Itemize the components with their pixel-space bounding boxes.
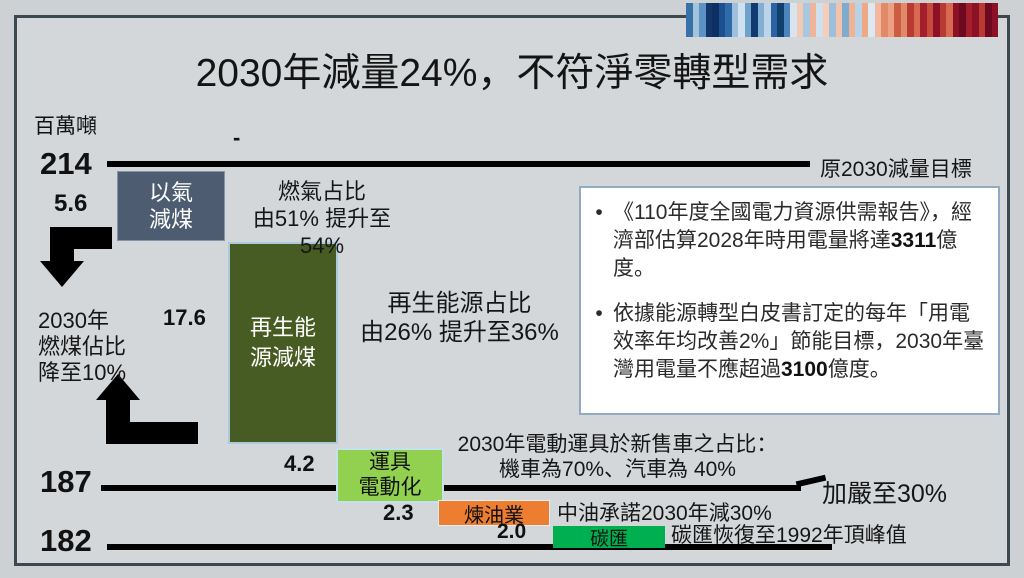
- step-box-renewables-for-coal: 再生能 源減煤: [228, 242, 338, 444]
- level-line-187: [101, 485, 801, 491]
- step-box-label-line: 再生能: [249, 315, 316, 341]
- step-value-ev: 4.2: [284, 451, 315, 476]
- info-text-box: • 《110年度全國電力資源供需報告》，經濟部估算2028年時用電量將達3311…: [579, 186, 1000, 415]
- step-box-carbon-sink: 碳匯: [553, 526, 665, 550]
- bullet-text: 《110年度全國電力資源供需報告》，經濟部估算2028年時用電量將達3311億度…: [613, 199, 990, 283]
- info-bullet-item: • 依據能源轉型白皮書訂定的每年「用電效率年均改善2%」節能目標，2030年臺灣…: [585, 300, 990, 384]
- step-value-refinery: 2.3: [383, 500, 414, 525]
- stray-dash: -: [233, 125, 241, 150]
- note-refinery-pledge: 中油承諾2030年減30%: [557, 502, 772, 525]
- down-arrow-icon: [50, 227, 74, 263]
- note-line: 由51% 提升至54%: [252, 205, 392, 258]
- note-line: 機車為70%、汽車為 40%: [499, 458, 736, 482]
- bullet-text-pre: 《110年度全國電力資源供需報告》，經濟部估算2028年時用電量將達: [613, 201, 972, 252]
- info-bullet-item: • 《110年度全國電力資源供需報告》，經濟部估算2028年時用電量將達3311…: [585, 199, 990, 283]
- level-value-214: 214: [40, 146, 92, 181]
- step-box-label-line: 煉油業: [464, 504, 524, 527]
- note-gas-share: 燃氣占比 由51% 提升至54%: [232, 179, 412, 259]
- bullet-icon: •: [595, 201, 603, 224]
- note-carbon-sink-1992: 碳匯恢復至1992年頂峰值: [671, 524, 907, 547]
- bullet-text-bold: 3311: [890, 228, 937, 252]
- step-box-label-line: 碳匯: [589, 528, 628, 550]
- step-value-carbon-sink: 2.0: [497, 520, 527, 543]
- up-arrowhead-icon: [96, 374, 140, 400]
- level-value-187: 187: [40, 464, 92, 499]
- label-original-2030-target: 原2030減量目標: [820, 158, 972, 181]
- note-renewable-share: 再生能源占比 由26% 提升至36%: [357, 290, 562, 348]
- note-line: 燃氣占比: [277, 179, 366, 204]
- label-stricter-30pct: 加嚴至30%: [822, 480, 948, 508]
- bullet-text-post: 億度。: [613, 228, 958, 280]
- note-line: 再生能源占比: [387, 290, 532, 317]
- step-box-ev: 運具 電動化: [336, 448, 444, 503]
- note-coal-share-10pct: 2030年 燃煤佔比 降至10%: [38, 308, 183, 386]
- level-line-182: [107, 544, 832, 550]
- step-value-gas-for-coal: 5.6: [54, 190, 88, 217]
- bullet-text-bold: 3100: [781, 357, 828, 381]
- climate-warming-stripes-icon: [686, 3, 998, 37]
- step-value-renewables: 17.6: [163, 305, 206, 330]
- bullet-text-post: 億度。: [827, 357, 891, 381]
- step-box-label-line: 電動化: [358, 475, 422, 499]
- note-line: 2030年電動運具於新售車之占比：: [457, 433, 778, 456]
- step-box-label-line: 以氣: [148, 179, 193, 205]
- bullet-text: 依據能源轉型白皮書訂定的每年「用電效率年均改善2%」節能目標，2030年臺灣用電…: [613, 300, 990, 384]
- step-box-label-line: 源減煤: [249, 345, 316, 370]
- note-line: 由26% 提升至36%: [360, 318, 559, 346]
- bullet-text-pre: 依據能源轉型白皮書訂定的每年「用電效率年均改善2%」節能目標，2030年臺灣用電…: [613, 301, 985, 381]
- step-box-refinery: 煉油業: [438, 500, 550, 527]
- step-box-label-line: 減煤: [148, 207, 193, 232]
- level-line-214: [107, 161, 810, 167]
- note-line: 2030年: [38, 308, 109, 333]
- note-ev-share: 2030年電動運具於新售車之占比： 機車為70%、汽車為 40%: [450, 432, 785, 482]
- up-arrow-icon: [106, 398, 130, 444]
- level-value-182: 182: [40, 523, 92, 558]
- note-line: 降至10%: [38, 359, 127, 385]
- note-line: 燃煤佔比: [38, 333, 127, 359]
- down-arrowhead-icon: [40, 261, 84, 287]
- bullet-icon: •: [595, 301, 603, 325]
- step-box-gas-for-coal: 以氣 減煤: [117, 171, 225, 241]
- slide-title: 2030年減量24%，不符淨零轉型需求: [195, 52, 829, 95]
- step-box-label-line: 運具: [369, 451, 411, 475]
- axis-unit-label: 百萬噸: [34, 115, 97, 138]
